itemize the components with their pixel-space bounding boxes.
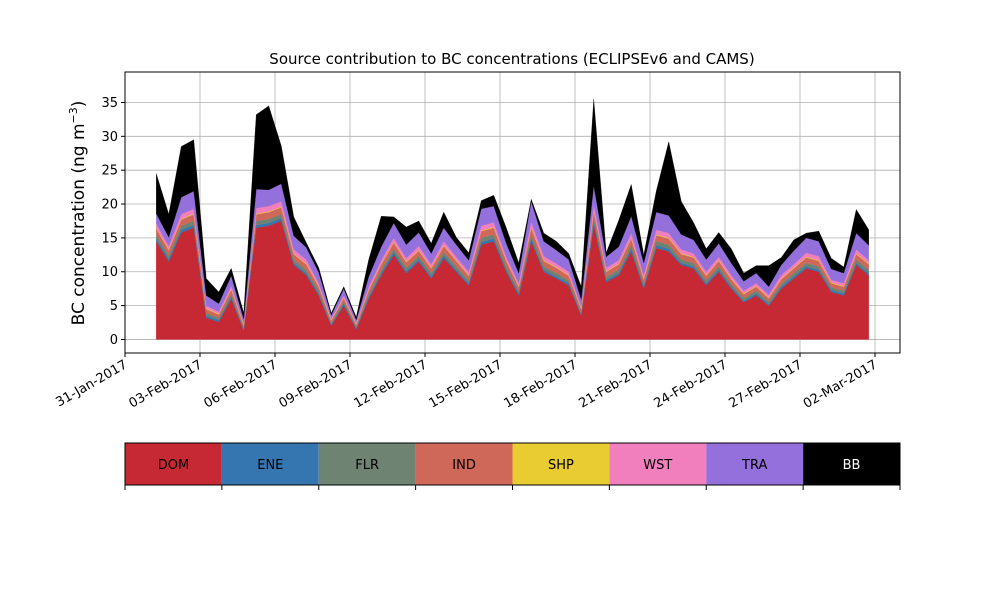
plot-frame: [124, 71, 901, 354]
x-tick-label: 06-Feb-2017: [201, 357, 280, 411]
y-tick-label: 20: [101, 198, 118, 213]
area-series-bb: [156, 99, 869, 321]
legend-swatch-flr: [318, 443, 416, 485]
y-tick-label: 10: [101, 265, 118, 280]
legend-swatch-dom: [125, 443, 222, 485]
x-tick-label: 09-Feb-2017: [276, 357, 355, 411]
legend-label-wst: WST: [643, 458, 672, 473]
x-tick-label: 18-Feb-2017: [501, 357, 580, 411]
x-tick-label: 27-Feb-2017: [726, 357, 805, 411]
x-tick-label: 21-Feb-2017: [576, 357, 655, 411]
y-tick-label: 35: [101, 96, 118, 111]
y-tick-label: 0: [110, 333, 118, 348]
legend-swatch-ind: [415, 443, 513, 485]
y-axis-label-close: ): [69, 101, 89, 108]
y-tick-label: 30: [101, 130, 118, 145]
x-tick-label: 02-Mar-2017: [801, 357, 880, 411]
y-tick-label: 15: [101, 231, 118, 246]
area-series-group: [156, 99, 869, 340]
y-axis-label-main: BC concentration (ng m: [69, 123, 89, 325]
legend-swatch-tra: [706, 443, 804, 485]
x-tick-label: 24-Feb-2017: [651, 357, 730, 411]
x-tick-label: 31-Jan-2017: [53, 357, 130, 410]
y-axis-label: BC concentration (ng m−3): [67, 101, 89, 326]
legend-label-flr: FLR: [355, 458, 379, 473]
x-tick-label: 03-Feb-2017: [126, 357, 205, 411]
legend-colorbar: DOM ENE FLR IND SHP WST TRA BB: [124, 442, 901, 490]
x-tick-label: 15-Feb-2017: [426, 357, 505, 411]
legend-label-shp: SHP: [548, 458, 574, 473]
y-tick-label: 5: [110, 299, 118, 314]
legend-label-dom: DOM: [158, 458, 189, 473]
legend-swatch-ene: [221, 443, 319, 485]
y-tick-label: 25: [101, 164, 118, 179]
y-axis: 0 5 10 15 20 25 30 35: [101, 96, 125, 348]
x-axis: 31-Jan-201703-Feb-201706-Feb-201709-Feb-…: [53, 353, 880, 412]
legend-swatch-shp: [512, 443, 610, 485]
legend-label-tra: TRA: [741, 458, 767, 473]
legend-swatch-wst: [609, 443, 707, 485]
legend-label-ene: ENE: [257, 458, 283, 473]
legend-label-bb: BB: [843, 458, 861, 473]
x-tick-label: 12-Feb-2017: [351, 357, 430, 411]
chart-title: Source contribution to BC concentrations…: [269, 50, 754, 68]
legend-label-ind: IND: [452, 458, 476, 473]
y-axis-label-superscript: −3: [67, 107, 80, 123]
legend-swatch-bb: [803, 443, 900, 485]
